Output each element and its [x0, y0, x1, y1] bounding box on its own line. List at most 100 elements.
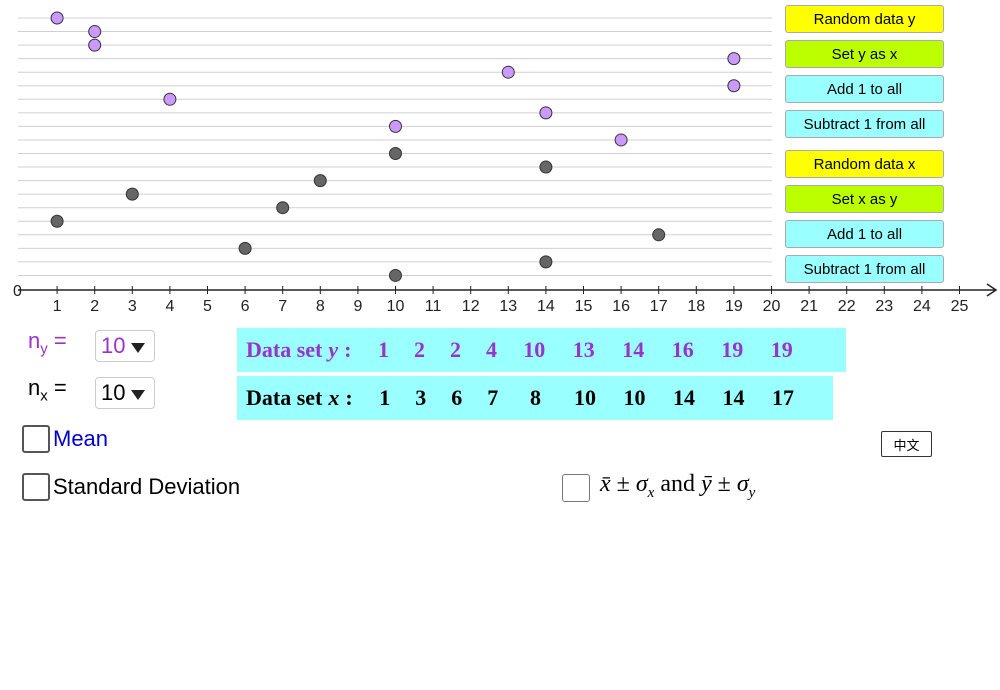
data-point [501, 65, 515, 79]
data-point [238, 241, 252, 255]
tick-label: 3 [128, 298, 137, 315]
data-value: 3 [415, 385, 427, 410]
mean-checkbox[interactable] [22, 425, 50, 453]
tick-label: 18 [687, 298, 705, 315]
action-button[interactable]: Random data y [785, 5, 944, 33]
data-point [614, 133, 628, 147]
data-value: 7 [487, 385, 499, 410]
data-set-prefix: Data set [246, 385, 323, 410]
tick-label: 11 [425, 298, 442, 315]
math: x [647, 484, 655, 501]
tick-label: 4 [165, 298, 174, 315]
math: ± [616, 471, 630, 497]
data-point [727, 79, 741, 93]
tick-label: 0 [13, 283, 22, 300]
tick-label: 2 [90, 298, 99, 315]
data-value: 6 [451, 385, 463, 410]
action-button[interactable]: Set y as x [785, 40, 944, 68]
data-value: 10 [573, 385, 596, 410]
dropdown-arrow [131, 390, 145, 400]
data-value: 13 [572, 337, 595, 362]
data-point [389, 147, 402, 160]
n-x-label: nx = [28, 375, 67, 404]
data-point [389, 119, 402, 133]
data-set-var: x [328, 385, 340, 410]
action-button[interactable]: Add 1 to all [785, 75, 944, 103]
n-sub: x [40, 387, 48, 405]
action-button[interactable]: Subtract 1 from all [785, 255, 944, 283]
n-base: n [28, 328, 41, 353]
tick-label: 24 [913, 298, 931, 315]
math: x̄ [600, 471, 611, 497]
action-button[interactable]: Set x as y [785, 185, 944, 213]
data-value: 14 [672, 385, 695, 410]
action-button[interactable]: Subtract 1 from all [785, 110, 944, 138]
data-point [389, 268, 402, 282]
data-point [313, 174, 327, 188]
equals: = [53, 375, 67, 400]
data-value: 8 [529, 385, 541, 410]
data-value: 10 [623, 385, 646, 410]
pair-label: x̄ ± σx and ȳ ± σy [600, 471, 755, 502]
data-value: 2 [449, 337, 461, 362]
equals: = [53, 328, 67, 353]
mean-label: Mean [53, 426, 109, 451]
action-button[interactable]: Random data x [785, 150, 944, 178]
tick-label: 16 [612, 298, 630, 315]
tick-label: 8 [316, 298, 325, 315]
dropdown-value: 10 [101, 380, 126, 405]
data-value: 2 [413, 337, 425, 362]
std-checkbox[interactable] [22, 473, 50, 501]
data-point [539, 106, 553, 120]
pair-checkbox[interactable] [562, 474, 590, 502]
dropdown-arrow [131, 343, 145, 353]
math: σ [635, 471, 648, 497]
math: ± [717, 471, 731, 497]
n-base: n [28, 375, 41, 400]
tick-label: 25 [951, 298, 969, 315]
tick-label: 23 [875, 298, 893, 315]
tick-label: 14 [537, 298, 555, 315]
data-point [163, 92, 177, 106]
math: σ [736, 471, 749, 497]
dot-plot: 01 2 3 4 5 6 7 8 9 10 11 12 13 14 15 16 17 18 19 20 21 22 23 24… [13, 11, 998, 315]
std-label: Standard Deviation [53, 474, 241, 499]
data-point [539, 255, 553, 269]
data-value: 10 [523, 337, 546, 362]
tick-label: 10 [387, 298, 405, 315]
n-y-dropdown[interactable]: 10 [95, 330, 155, 362]
data-value: 19 [770, 337, 793, 362]
data-set-y: Data set y:1 2 2 4 10 13 14 16 19 19 [237, 328, 846, 372]
data-point [652, 228, 666, 242]
data-value: 14 [622, 337, 645, 362]
dropdown-value: 10 [101, 333, 126, 358]
data-point [50, 214, 64, 228]
data-set-x: Data set x: 1 3 6 7 8 10 10 14 14 17 [237, 376, 833, 420]
n-x-dropdown[interactable]: 10 [95, 377, 155, 409]
math: y [748, 484, 756, 501]
n-sub: y [40, 340, 48, 358]
data-point [276, 201, 290, 215]
tick-label: 12 [462, 298, 480, 315]
data-value: 16 [671, 337, 694, 362]
data-value: 17 [771, 385, 794, 410]
tick-label: 17 [650, 298, 668, 315]
language-button[interactable]: 中文 [881, 431, 932, 457]
action-button[interactable]: Add 1 to all [785, 220, 944, 248]
math: ȳ [701, 471, 712, 497]
data-value: 14 [722, 385, 745, 410]
data-point [727, 52, 741, 66]
data-value: 4 [485, 337, 497, 362]
data-point [88, 38, 102, 52]
tick-label: 1 [53, 298, 62, 315]
tick-label: 5 [203, 298, 212, 315]
tick-label: 13 [499, 298, 517, 315]
math: and [660, 471, 695, 497]
data-set-colon: : [344, 337, 352, 362]
data-set-colon: : [345, 385, 353, 410]
tick-label: 19 [725, 298, 743, 315]
data-value: 19 [721, 337, 744, 362]
data-set-var: y [328, 337, 339, 362]
data-point [88, 25, 102, 39]
